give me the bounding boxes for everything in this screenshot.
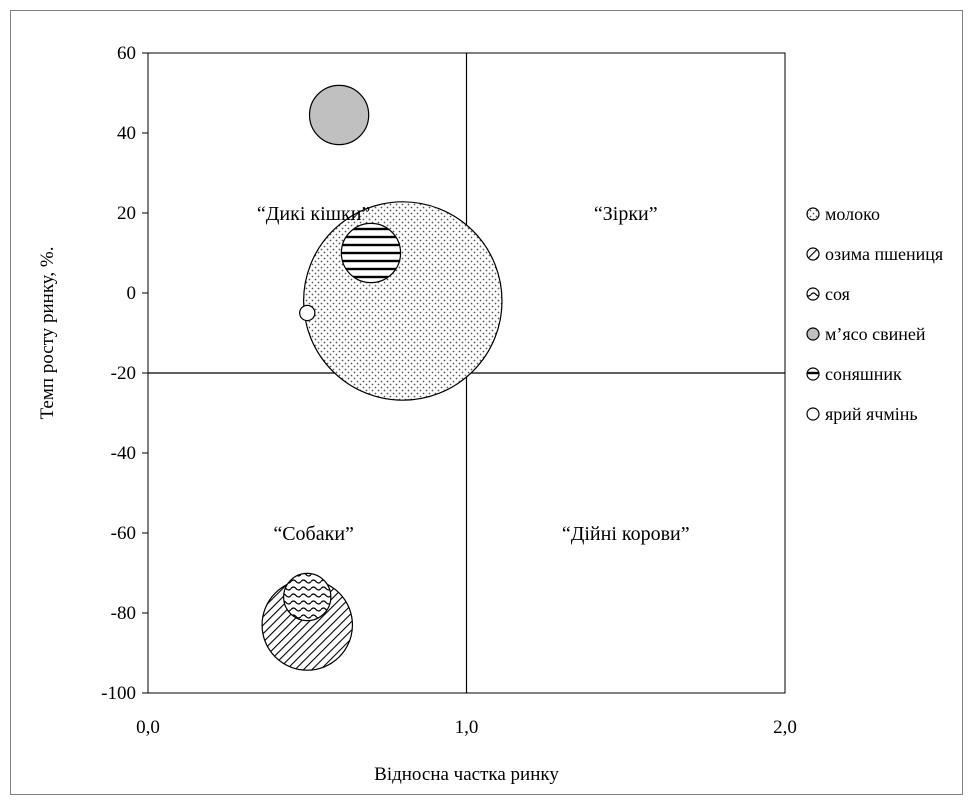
x-tick-label-2: 2,0 xyxy=(773,717,797,738)
y-tick-label-7: -80 xyxy=(111,603,136,624)
y-tick-label-1: 40 xyxy=(117,123,136,144)
bubble-5 xyxy=(300,305,315,320)
x-tick-label-1: 1,0 xyxy=(455,717,479,738)
legend-marker-2 xyxy=(807,288,819,300)
legend-marker-3 xyxy=(807,328,819,340)
y-tick-label-5: -40 xyxy=(111,443,136,464)
quadrant-label-0: “Дикі кішки” xyxy=(257,203,370,225)
legend-label-5: ярий ячмінь xyxy=(825,404,918,424)
legend-marker-1 xyxy=(807,248,819,260)
bubble-4 xyxy=(341,223,400,282)
y-tick-label-8: -100 xyxy=(101,683,136,704)
x-axis-title: Відносна частка ринку xyxy=(374,764,559,785)
y-axis-title: Темп росту ринку, %. xyxy=(37,247,58,420)
legend-marker-4 xyxy=(807,368,819,380)
bubble-0 xyxy=(304,202,502,400)
quadrant-label-1: “Зірки” xyxy=(594,203,658,225)
quadrant-label-3: “Дійні корови” xyxy=(562,523,690,545)
legend-label-2: соя xyxy=(825,284,850,304)
legend-marker-0 xyxy=(807,208,819,220)
legend-label-1: озима пшениця xyxy=(825,244,943,264)
y-tick-label-3: 0 xyxy=(127,283,137,304)
y-tick-label-2: 20 xyxy=(117,203,136,224)
legend-marker-5 xyxy=(807,408,819,420)
y-tick-label-6: -60 xyxy=(111,523,136,544)
chart-frame: 60 40 20 0 -20 -40 -60 -80 -100 0,0 1,0 2,0 Відносна… xyxy=(10,10,963,795)
quadrant-label-2: “Собаки” xyxy=(273,523,354,545)
bubble-2 xyxy=(284,573,331,620)
legend-label-0: молоко xyxy=(825,204,880,224)
y-tick-label-4: -20 xyxy=(111,363,136,384)
x-tick-label-0: 0,0 xyxy=(136,717,160,738)
legend-label-4: соняшник xyxy=(825,364,902,384)
bubble-3 xyxy=(310,85,369,144)
legend-label-3: м’ясо свиней xyxy=(825,324,926,344)
y-tick-label-0: 60 xyxy=(117,43,136,64)
